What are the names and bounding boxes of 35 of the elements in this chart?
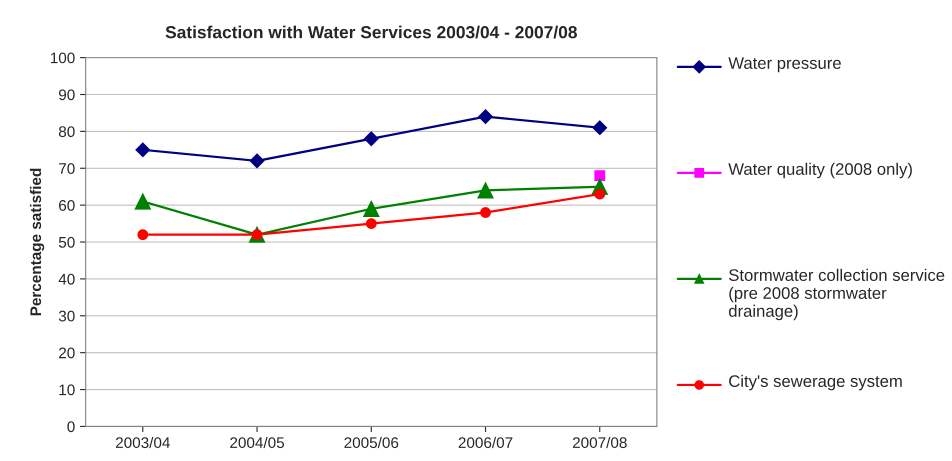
point	[594, 170, 606, 182]
point	[135, 142, 150, 158]
y-tick-label: 0	[67, 421, 75, 432]
point	[363, 200, 380, 217]
point	[477, 182, 494, 199]
point	[250, 153, 264, 168]
y-tick-label: 20	[59, 348, 75, 358]
point	[478, 109, 493, 124]
y-tick-label: 70	[59, 163, 75, 174]
point	[594, 188, 606, 200]
point	[366, 218, 377, 229]
y-tick-label: 80	[58, 126, 75, 138]
x-tick-label: 2004/05	[230, 436, 284, 448]
y-tick-label: 10	[59, 384, 75, 396]
chart-title: Satisfaction with Water Services 2003/04 - 2007/08	[166, 26, 577, 39]
point	[480, 207, 491, 218]
point	[592, 120, 608, 136]
legend-label: Water pressure	[728, 57, 841, 72]
y-axis-title: Percentage satisfied	[30, 168, 44, 316]
y-tick-label: 30	[58, 310, 75, 322]
y-tick-label: 50	[58, 236, 75, 248]
y-tick-label: 60	[59, 200, 75, 211]
point	[134, 193, 151, 210]
x-tick-label: 2003/04	[116, 436, 170, 448]
legend-label: Water quality (2008 only)	[728, 162, 912, 178]
legend-label: City's sewerage system	[729, 374, 902, 390]
x-tick-label: 2005/06	[344, 436, 398, 448]
y-tick-label: 90	[58, 89, 75, 100]
point	[137, 229, 148, 240]
point	[364, 131, 379, 146]
y-tick-label: 40	[58, 274, 75, 285]
legend-label: Stormwater collection service (pre 2008 stormwater drainage)	[728, 268, 944, 320]
x-tick-label: 2006/07	[458, 436, 512, 448]
y-tick-label: 100	[50, 52, 75, 64]
x-tick-label: 2007/08	[572, 436, 627, 448]
